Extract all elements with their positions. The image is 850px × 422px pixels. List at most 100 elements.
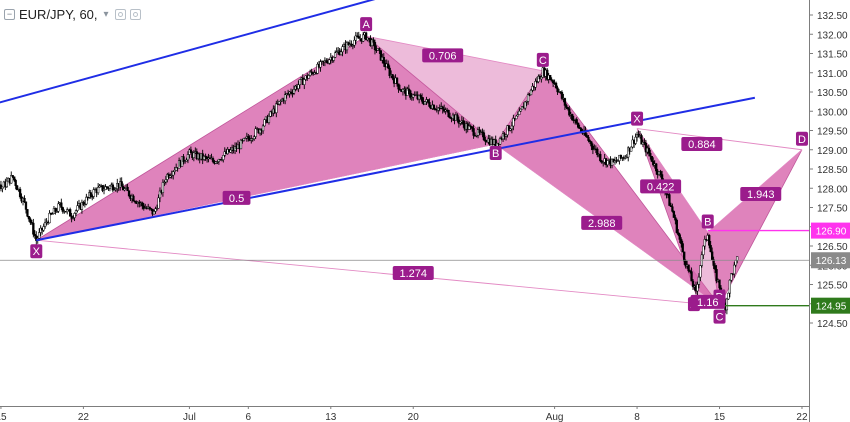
candle: [55, 207, 59, 213]
visibility-icon[interactable]: [129, 8, 141, 20]
pattern1-bcd-triangle: [495, 70, 720, 306]
candle: [120, 177, 123, 187]
candle: [104, 184, 107, 190]
candle: [341, 44, 344, 57]
pattern1-ratio-label: 0.5: [222, 190, 251, 205]
candle: [189, 146, 193, 153]
candle: [591, 143, 595, 155]
candle: [395, 77, 399, 87]
x-tick-label: Jul: [183, 412, 196, 422]
candle: [33, 230, 36, 239]
candle: [407, 84, 410, 95]
candle: [596, 147, 599, 158]
candle: [524, 101, 527, 111]
candle: [310, 68, 313, 76]
candle: [102, 184, 106, 195]
pattern1-ratio-label: 0.706: [422, 48, 464, 63]
candle: [540, 75, 543, 83]
collapse-icon[interactable]: −: [4, 8, 15, 20]
symbol-label[interactable]: EUR/JPY, 60,: [19, 6, 98, 22]
candle: [627, 146, 630, 162]
candle: [275, 100, 278, 118]
candle: [683, 251, 686, 265]
trendline-1[interactable]: [0, 0, 555, 115]
candle: [684, 259, 687, 269]
candle: [652, 157, 655, 167]
candle: [510, 121, 514, 134]
pattern2-abc-triangle: [695, 232, 720, 306]
candle: [556, 85, 559, 95]
candle: [498, 136, 502, 146]
candle: [23, 195, 26, 204]
candle: [26, 209, 29, 218]
candle: [370, 38, 374, 50]
candle: [0, 180, 3, 192]
svg-text:D: D: [798, 134, 806, 146]
candle: [242, 137, 246, 142]
candle: [89, 189, 92, 199]
candle: [563, 97, 567, 110]
time-axis[interactable]: 15 22 Jul 6 13 20 Aug 8 15 22: [0, 406, 809, 422]
pattern2-ratio-label: 1.16: [690, 294, 725, 309]
candle: [289, 88, 293, 96]
candle: [57, 201, 60, 214]
candle: [350, 40, 353, 47]
candle: [15, 184, 19, 191]
pattern2-point-b: B: [701, 214, 714, 229]
candle: [222, 154, 225, 163]
x-tick-label: 20: [408, 412, 420, 422]
candle: [297, 80, 300, 93]
candle: [13, 176, 16, 182]
candle: [298, 79, 302, 89]
candle: [42, 223, 45, 232]
candle: [696, 281, 699, 296]
candle: [154, 206, 157, 214]
pattern1-point-c: C: [536, 52, 549, 67]
candle: [251, 137, 254, 142]
svg-text:X: X: [633, 114, 641, 126]
candle: [515, 115, 518, 120]
candle: [76, 201, 79, 213]
candle: [339, 48, 343, 56]
candle: [691, 278, 695, 291]
candle: [401, 88, 405, 96]
svg-text:B: B: [492, 148, 499, 160]
candle: [5, 177, 8, 188]
candle: [730, 273, 733, 283]
candle: [441, 105, 444, 114]
pattern1-point-b: B: [489, 145, 502, 160]
candle: [123, 186, 126, 192]
candle: [512, 114, 515, 131]
chevron-down-icon[interactable]: ▾: [103, 8, 109, 20]
y-tick-label: 126.50: [817, 242, 848, 253]
candle: [529, 88, 533, 96]
candle: [114, 187, 117, 192]
candle: [192, 150, 195, 162]
price-axis[interactable]: 132.50 132.00 131.50 131.00 130.50 130.00 129.…: [809, 0, 850, 422]
candle: [697, 273, 701, 289]
x-tick-label: 6: [246, 412, 252, 422]
svg-text:1.943: 1.943: [747, 189, 775, 201]
candle: [309, 69, 312, 77]
candle: [565, 103, 568, 110]
x-tick-label: 13: [325, 412, 337, 422]
candle: [602, 161, 605, 167]
candle: [73, 212, 76, 222]
candle: [51, 212, 54, 215]
candle: [182, 153, 185, 165]
settings-icon[interactable]: [114, 8, 126, 20]
y-tick-label: 129.00: [817, 146, 848, 157]
candle: [546, 68, 549, 81]
candle: [261, 124, 265, 134]
candle: [551, 79, 555, 88]
candle: [709, 240, 712, 253]
svg-text:0.706: 0.706: [429, 50, 457, 62]
svg-text:0.5: 0.5: [229, 193, 244, 205]
candle: [173, 166, 176, 175]
candle: [518, 107, 521, 115]
candle: [70, 212, 73, 223]
candle: [378, 47, 381, 55]
